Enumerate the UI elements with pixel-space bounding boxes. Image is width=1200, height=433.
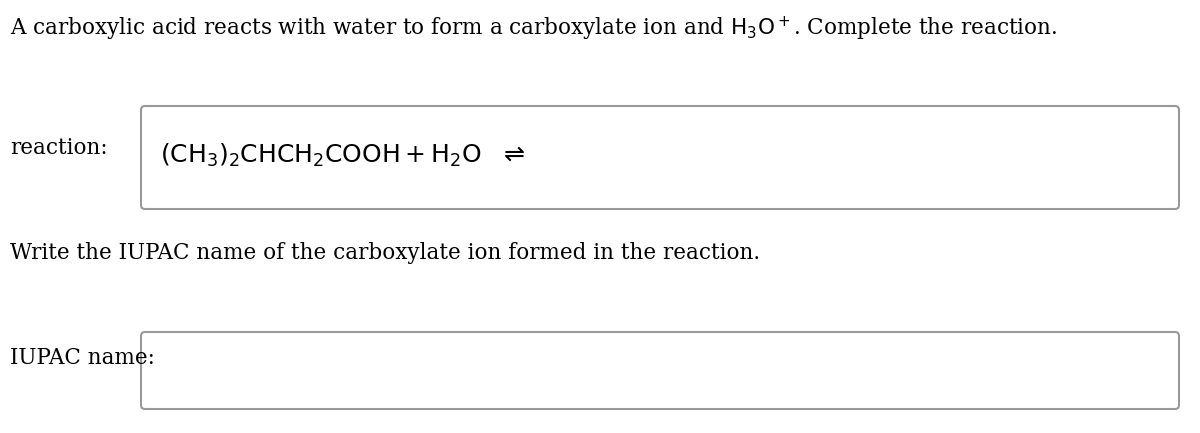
Text: reaction:: reaction: — [10, 137, 108, 159]
Text: Write the IUPAC name of the carboxylate ion formed in the reaction.: Write the IUPAC name of the carboxylate … — [10, 242, 760, 264]
Text: IUPAC name:: IUPAC name: — [10, 347, 155, 369]
FancyBboxPatch shape — [142, 332, 1178, 409]
FancyBboxPatch shape — [142, 106, 1178, 209]
Text: A carboxylic acid reacts with water to form a carboxylate ion and $\mathrm{H_3O^: A carboxylic acid reacts with water to f… — [10, 15, 1057, 43]
Text: $(\mathrm{CH_3})_2\mathrm{CHCH_2COOH + H_2O}$  $\rightleftharpoons$: $(\mathrm{CH_3})_2\mathrm{CHCH_2COOH + H… — [160, 142, 526, 168]
